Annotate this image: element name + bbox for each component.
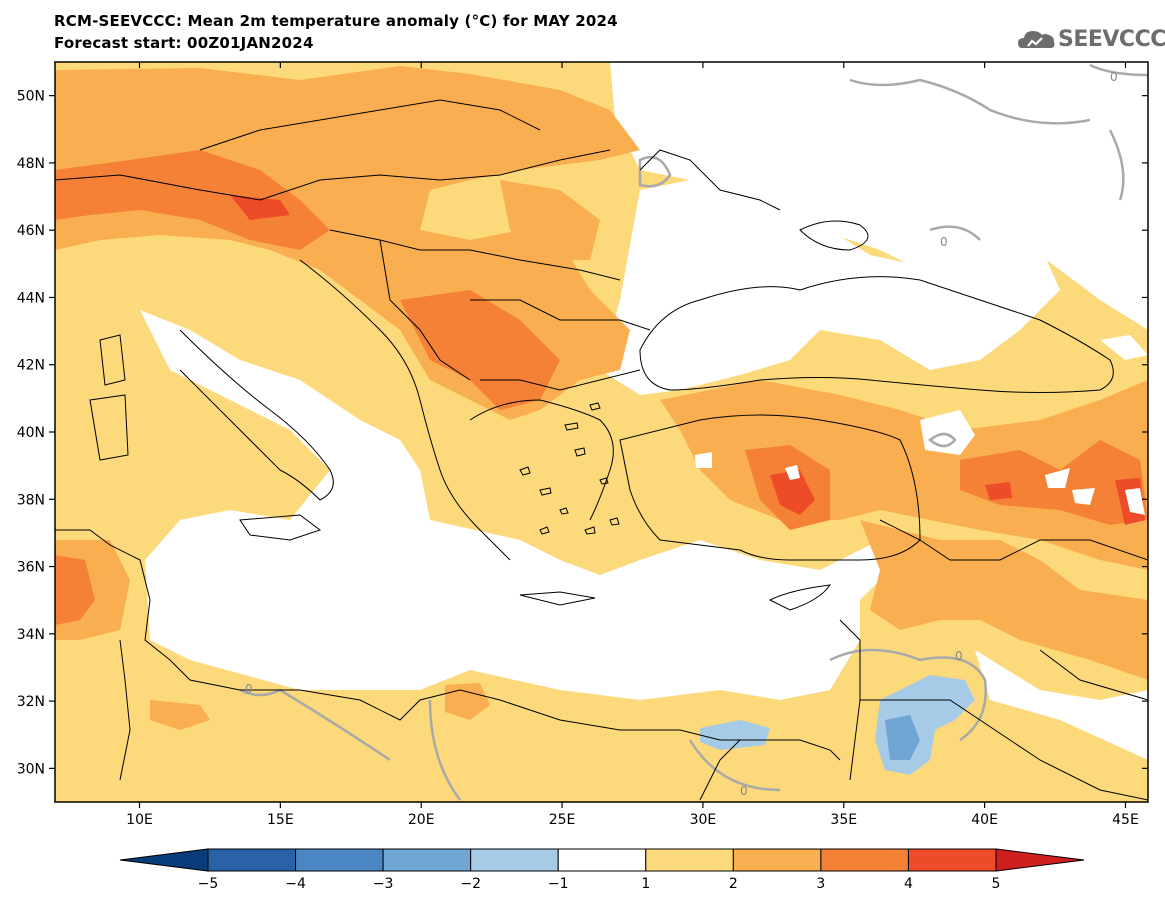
y-tick-label: 48N — [17, 156, 45, 172]
contour-label: 0 — [940, 235, 948, 249]
colorbar: −5 −4 −3 −2 −1 1 2 3 4 5 — [119, 848, 1085, 892]
x-tick-label: 45E — [1112, 812, 1139, 828]
colorbar-bin — [295, 848, 384, 872]
y-tick-label: 40N — [17, 425, 45, 441]
colorbar-bin — [820, 848, 909, 872]
x-tick-label: 30E — [690, 812, 717, 828]
colorbar-bin — [645, 848, 734, 872]
colorbar-label: 2 — [729, 876, 738, 892]
colorbar-label: 3 — [816, 876, 825, 892]
y-tick-label: 44N — [17, 290, 45, 306]
y-tick-label: 38N — [17, 492, 45, 508]
anomaly-field: 0 0 0 0 0 — [55, 62, 1148, 802]
y-tick-label: 50N — [17, 89, 45, 105]
colorbar-label: 1 — [641, 876, 650, 892]
forecast-start: Forecast start: 00Z01JAN2024 — [54, 34, 314, 52]
x-tick-label: 10E — [126, 812, 153, 828]
y-axis: 30N 32N 34N 36N 38N 40N 42N 44N 46N 48N 50N — [17, 89, 1148, 777]
x-tick-label: 15E — [267, 812, 294, 828]
y-tick-label: 30N — [17, 761, 45, 777]
y-tick-label: 46N — [17, 223, 45, 239]
y-tick-label: 42N — [17, 358, 45, 374]
colorbar-label: −1 — [548, 876, 569, 892]
contour-label: 0 — [740, 784, 748, 798]
x-tick-label: 25E — [549, 812, 576, 828]
map-title: RCM-SEEVCCC: Mean 2m temperature anomaly… — [54, 12, 618, 30]
colorbar-label: −5 — [198, 876, 219, 892]
colorbar-label: −3 — [373, 876, 394, 892]
contour-label: 0 — [245, 682, 253, 696]
colorbar-bin — [907, 848, 997, 872]
colorbar-label: −2 — [460, 876, 481, 892]
colorbar-bin — [382, 848, 472, 872]
x-tick-label: 40E — [971, 812, 998, 828]
colorbar-low-extend — [119, 848, 209, 872]
x-axis: 10E 15E 20E 25E 30E 35E 40E 45E — [126, 62, 1139, 828]
colorbar-bin — [557, 848, 647, 872]
contour-label: 0 — [955, 649, 963, 663]
logo-text: SEEVCCC — [1058, 27, 1165, 52]
x-tick-label: 20E — [408, 812, 435, 828]
y-tick-label: 32N — [17, 694, 45, 710]
cloud-icon — [1018, 31, 1055, 48]
contour-label: 0 — [1110, 70, 1118, 84]
colorbar-label: 5 — [992, 876, 1001, 892]
y-tick-label: 36N — [17, 560, 45, 576]
colorbar-bin — [470, 848, 559, 872]
colorbar-label: 4 — [904, 876, 913, 892]
colorbar-bin — [732, 848, 822, 872]
y-tick-label: 34N — [17, 627, 45, 643]
colorbar-bin — [207, 848, 297, 872]
colorbar-high-extend — [995, 848, 1085, 872]
x-tick-label: 35E — [830, 812, 857, 828]
colorbar-label: −4 — [285, 876, 306, 892]
